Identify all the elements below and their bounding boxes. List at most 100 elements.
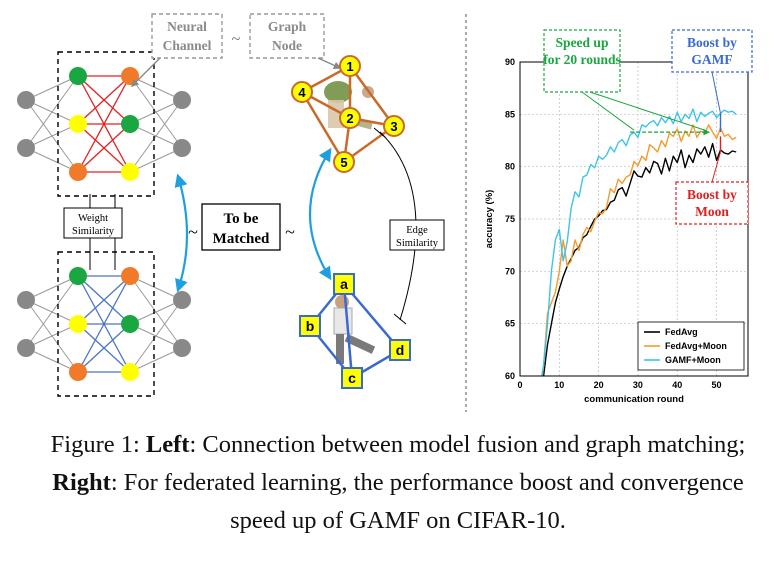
edge-similarity-line1: Edge (406, 225, 428, 236)
graph-bottom-node (299, 315, 321, 337)
edge-similarity-curve (379, 131, 417, 321)
output-neuron (173, 139, 191, 157)
graph-top-node-label: 4 (298, 85, 306, 100)
graph-top: 1 2 3 4 5 (291, 55, 405, 173)
boost-gamf-annotation-box (671, 29, 753, 73)
graph-node-box (249, 13, 325, 59)
y-tick-label: 70 (505, 266, 515, 276)
left-panel: Neural Channel ~ Graph Node Weight Simil… (17, 13, 445, 397)
graph-node-pointer (317, 57, 342, 69)
graph-top-node (339, 107, 361, 129)
to-be-matched-line2: Matched (213, 231, 270, 247)
graph-bottom-node-label: a (340, 276, 348, 292)
caption-left-label: Left (145, 431, 190, 458)
output-neuron (173, 339, 191, 357)
x-tick-label: 50 (712, 380, 722, 390)
channel-neuron (121, 363, 139, 381)
graph-bottom-node-label: d (396, 342, 405, 358)
chart-ticks: 0 10 20 30 40 50 60 65 70 75 80 85 90 (505, 57, 722, 390)
tilde-left: ~ (188, 222, 198, 242)
figure-caption: Figure 1: Left: Connection between model… (24, 426, 772, 540)
output-neuron (173, 291, 191, 309)
chart-legend: FedAvg FedAvg+Moon GAMF+Moon (637, 321, 745, 371)
neural-channel-pointer (130, 57, 161, 88)
channel-neuron (69, 363, 87, 381)
graph-bottom-node (389, 339, 411, 361)
weight-similarity-line1: Weight (78, 213, 108, 224)
graph-bottom: a b c d (299, 273, 411, 389)
weight-similarity-line2: Similarity (72, 226, 115, 237)
x-tick-label: 0 (517, 380, 522, 390)
figure: Neural Channel ~ Graph Node Weight Simil… (17, 13, 753, 412)
tilde-right: ~ (285, 222, 295, 242)
channel-neuron (121, 315, 139, 333)
input-neuron (17, 91, 35, 109)
channel-neuron (69, 315, 87, 333)
graph-bottom-node (333, 273, 355, 295)
boost-moon-pointer (711, 151, 721, 183)
person-silhouette-bottom (333, 295, 376, 364)
cyan-arrow-right (308, 147, 332, 281)
graph-top-node-label: 5 (340, 155, 347, 170)
channel-neuron (69, 267, 87, 285)
dashed-layer-box (57, 51, 155, 197)
legend-entry: FedAvg+Moon (665, 341, 727, 351)
cyan-arrow-left (174, 173, 189, 293)
channel-neuron (69, 67, 87, 85)
graph-node-label-line2: Node (272, 38, 302, 53)
neural-channel-label-line2: Channel (163, 38, 212, 53)
y-tick-label: 80 (505, 162, 515, 172)
y-tick-label: 85 (505, 109, 515, 119)
output-neuron (173, 91, 191, 109)
neural-channel-box (151, 13, 223, 59)
bottom-neural-network (17, 251, 191, 397)
dashed-layer-box (57, 251, 155, 397)
graph-top-node-label: 1 (346, 59, 353, 74)
weight-similarity-box (63, 207, 123, 239)
y-tick-label: 90 (505, 57, 515, 67)
to-be-matched-line1: To be (224, 211, 259, 227)
edge-similarity-line2: Similarity (396, 238, 439, 249)
series-line-gamf-plus-moon (540, 108, 737, 376)
y-tick-label: 60 (505, 371, 515, 381)
speed-up-pointer (589, 91, 705, 131)
x-tick-label: 30 (633, 380, 643, 390)
boost-moon-annotation-text: Moon (695, 204, 729, 219)
y-tick-label: 65 (505, 319, 515, 329)
graph-bottom-node (341, 367, 363, 389)
speed-up-annotation-text: Speed up (556, 35, 609, 50)
accuracy-chart: 0 10 20 30 40 50 60 65 70 75 80 85 90 communication … (484, 29, 753, 405)
graph-top-node-label: 3 (390, 119, 397, 134)
top-neural-network (17, 51, 191, 197)
boost-gamf-annotation-text: Boost by (687, 35, 737, 50)
boost-moon-annotation-box (675, 181, 749, 225)
channel-neuron (69, 115, 87, 133)
input-neuron (17, 139, 35, 157)
channel-neuron (121, 267, 139, 285)
tilde-top: ~ (232, 31, 241, 48)
x-tick-label: 40 (672, 380, 682, 390)
y-tick-label: 75 (505, 214, 515, 224)
input-neuron (17, 291, 35, 309)
neural-channel-label-line1: Neural (167, 19, 207, 34)
graph-top-node (333, 151, 355, 173)
graph-bottom-node-label: b (306, 318, 315, 334)
to-be-matched-box (201, 203, 281, 251)
graph-top-edge (348, 65, 396, 127)
legend-entry: FedAvg (665, 327, 698, 337)
graph-bottom-node-label: c (348, 370, 356, 386)
x-tick-label: 20 (594, 380, 604, 390)
caption-right-label: Right (52, 469, 111, 496)
edge-similarity-box (389, 219, 445, 251)
graph-top-node (383, 115, 405, 137)
caption-right-text: : For federated learning, the performanc… (110, 469, 744, 534)
legend-entry: GAMF+Moon (665, 355, 721, 365)
boost-gamf-annotation-text: GAMF (691, 52, 732, 67)
y-axis-label: accuracy (%) (484, 190, 495, 249)
x-tick-label: 10 (554, 380, 564, 390)
graph-node-label-line1: Graph (268, 19, 307, 34)
caption-left-text: : Connection between model fusion and gr… (189, 431, 746, 458)
chart-annotations: Speed up for 20 rounds Boost by GAMF Boost b… (543, 29, 753, 225)
channel-neuron (121, 163, 139, 181)
channel-neuron (69, 163, 87, 181)
